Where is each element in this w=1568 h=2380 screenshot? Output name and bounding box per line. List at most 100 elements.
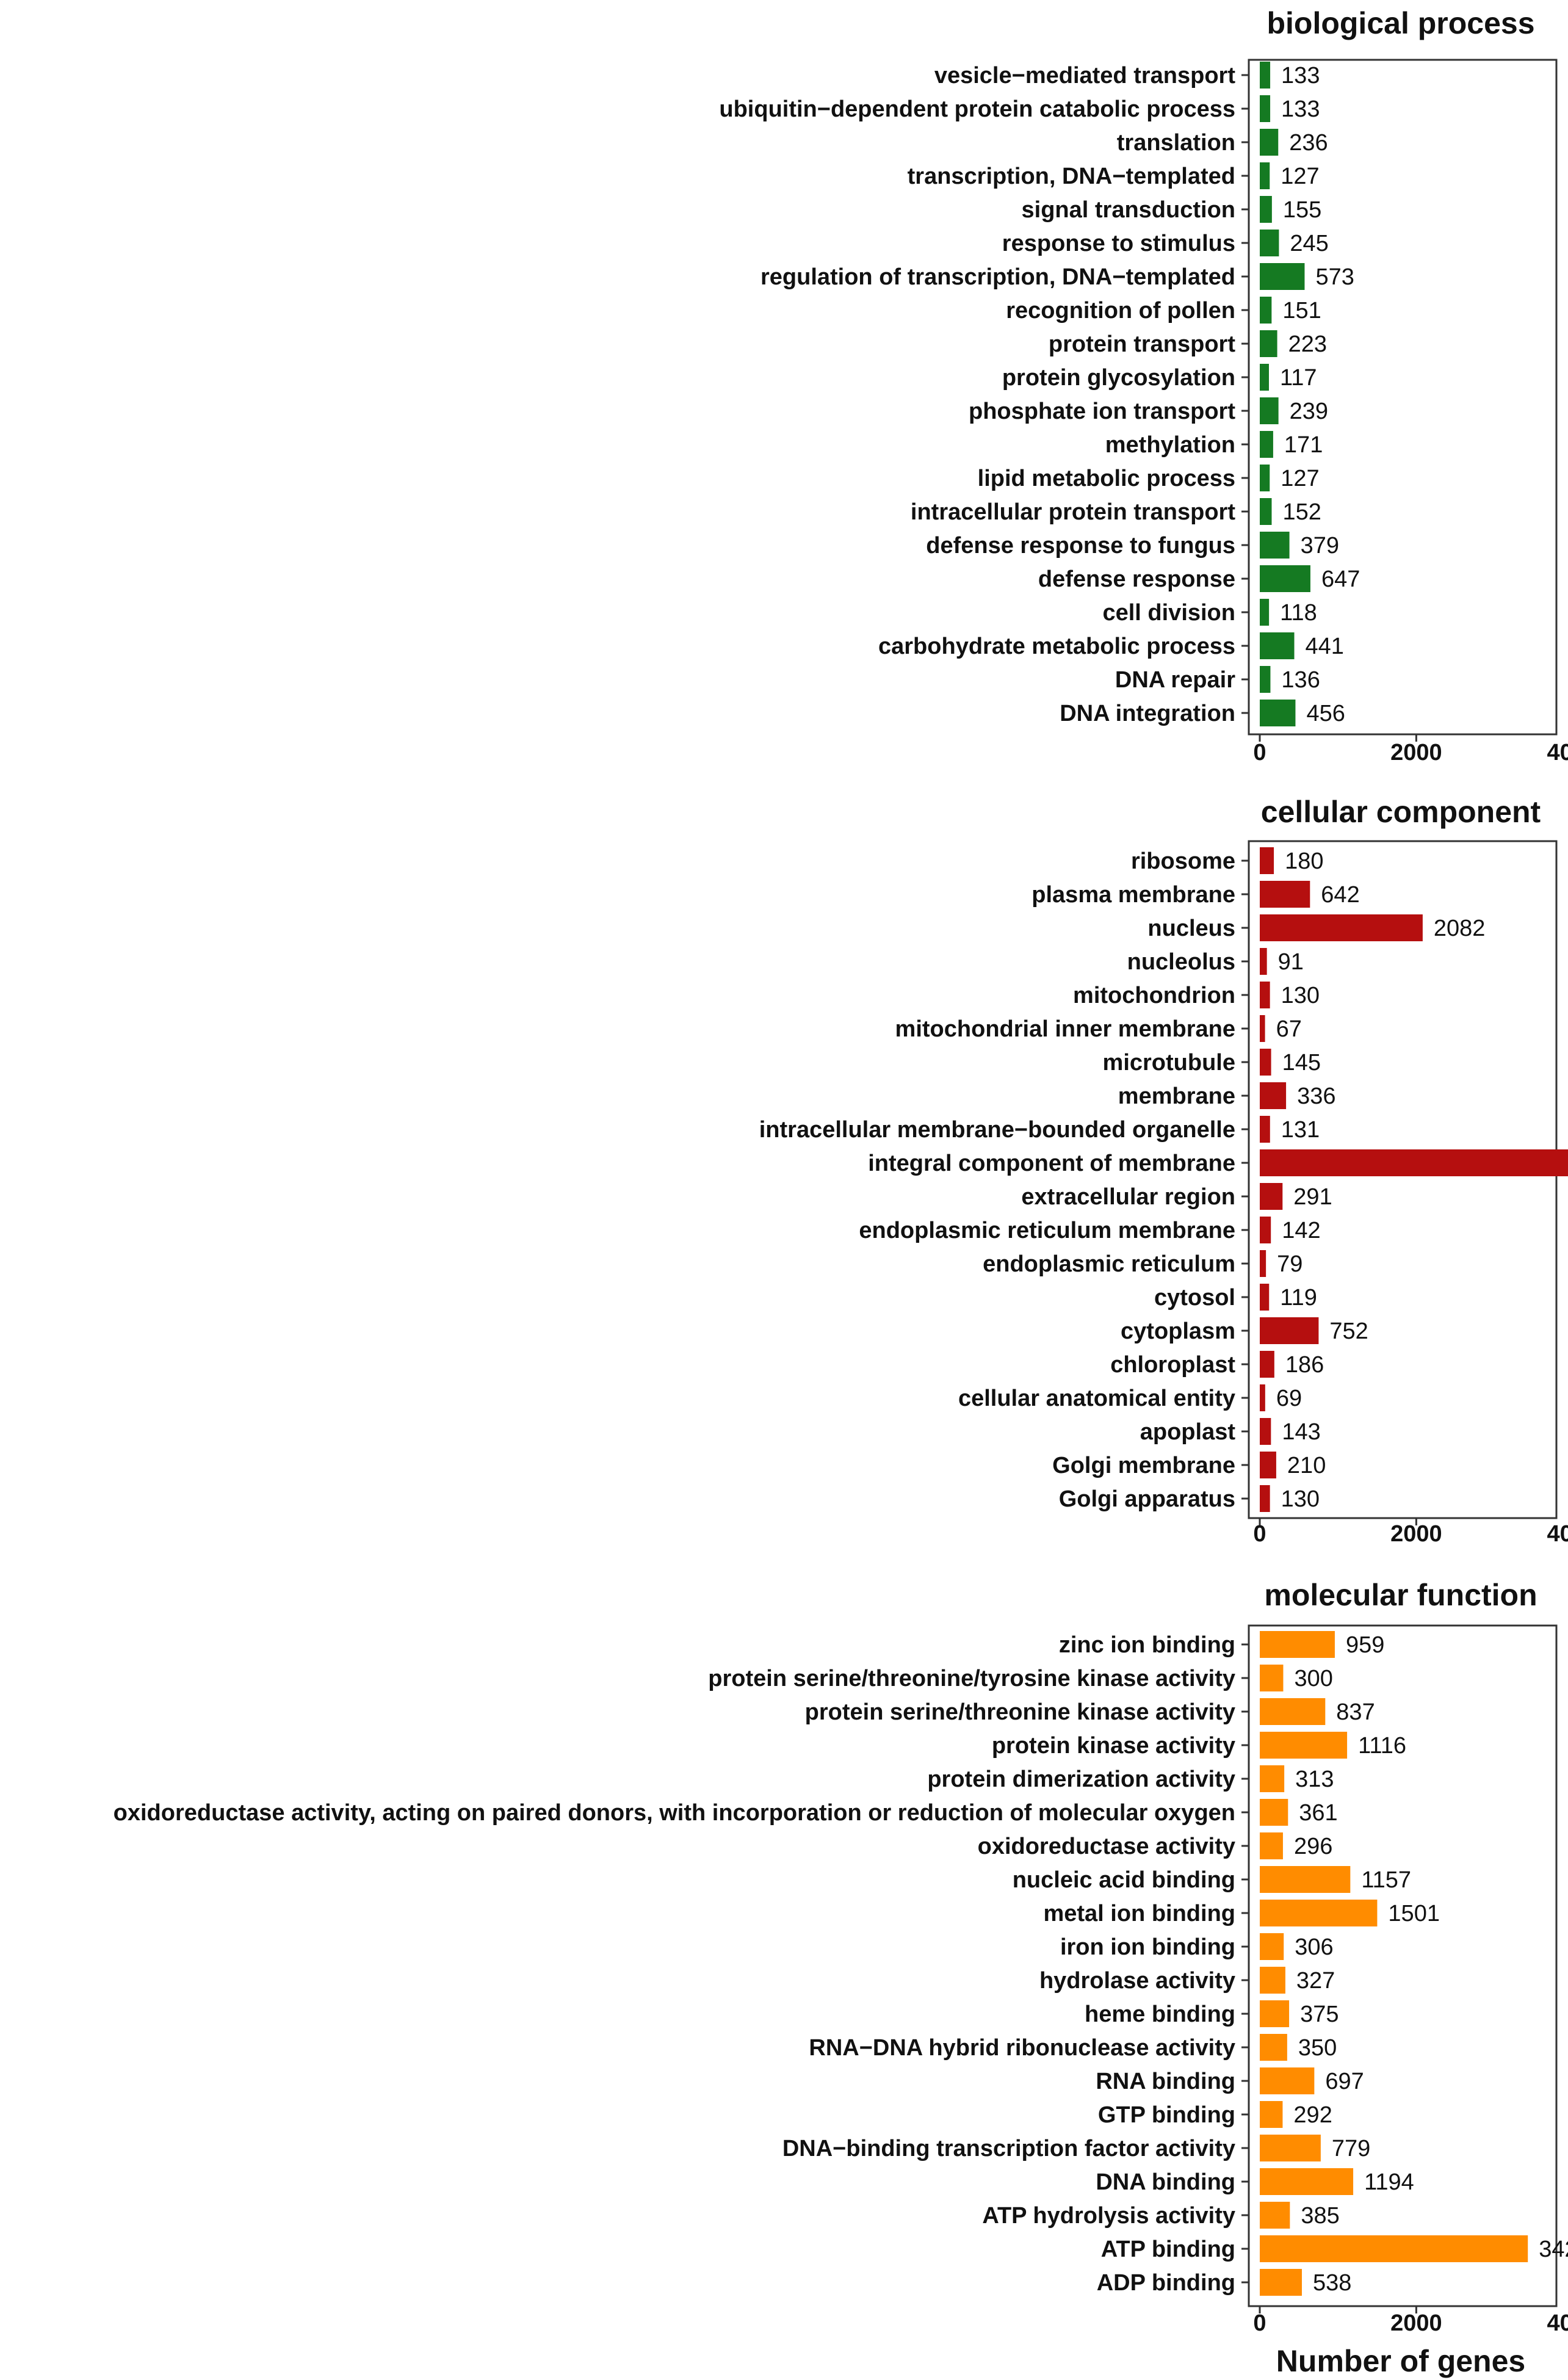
panel3-category-label: protein dimerization activity bbox=[927, 1767, 1235, 1792]
panel1-value-label: 647 bbox=[1321, 566, 1360, 592]
panel3-value-label: 313 bbox=[1295, 1767, 1334, 1792]
panel2-category-label: mitochondrion bbox=[1073, 983, 1235, 1008]
panel2-value-label: 336 bbox=[1297, 1083, 1335, 1109]
panel1-category-label: defense response bbox=[1038, 566, 1235, 592]
panel1-x-tick-label: 2000 bbox=[1390, 740, 1442, 765]
panel3-bar bbox=[1260, 2269, 1302, 2296]
panel3-bar bbox=[1260, 2168, 1354, 2195]
panel2-value-label: 69 bbox=[1276, 1386, 1302, 1411]
panel1-category-label: regulation of transcription, DNA−templat… bbox=[761, 264, 1235, 290]
panel3-bar bbox=[1260, 1732, 1348, 1759]
panel2-category-label: cytosol bbox=[1154, 1285, 1235, 1311]
panel1-value-label: 155 bbox=[1283, 197, 1321, 223]
panel1-plot-frame bbox=[1248, 59, 1558, 736]
panel1-value-label: 441 bbox=[1306, 634, 1344, 659]
panel2-bar bbox=[1260, 847, 1274, 874]
panel3-bar bbox=[1260, 1900, 1378, 1926]
panel2-value-label: 186 bbox=[1285, 1352, 1324, 1378]
panel1-category-label: lipid metabolic process bbox=[978, 466, 1235, 491]
panel2-value-label: 67 bbox=[1276, 1016, 1302, 1042]
panel3-value-label: 361 bbox=[1299, 1800, 1337, 1826]
panel3-bar bbox=[1260, 1866, 1351, 1893]
panel3-value-label: 1194 bbox=[1364, 2169, 1414, 2195]
panel3-value-label: 538 bbox=[1313, 2270, 1351, 2296]
panel3-bar bbox=[1260, 1799, 1288, 1826]
panel2-category-label: intracellular membrane−bounded organelle bbox=[759, 1117, 1235, 1143]
panel2-value-label: 145 bbox=[1282, 1050, 1321, 1076]
panel2-x-tick-label: 4000 bbox=[1547, 1521, 1568, 1547]
panel1-value-label: 245 bbox=[1290, 231, 1328, 256]
panel1-category-label: protein transport bbox=[1049, 331, 1235, 357]
panel1-bar bbox=[1260, 162, 1270, 189]
panel1-bar bbox=[1260, 297, 1272, 324]
panel3-bar bbox=[1260, 2202, 1290, 2229]
panel1-value-label: 151 bbox=[1282, 298, 1321, 324]
panel2-value-label: 79 bbox=[1277, 1251, 1302, 1277]
panel3-plot-frame bbox=[1248, 1624, 1558, 2307]
panel1-value-label: 133 bbox=[1281, 96, 1320, 122]
panel1-bar bbox=[1260, 565, 1310, 592]
panel3-bar bbox=[1260, 1665, 1284, 1691]
panel3-value-label: 837 bbox=[1336, 1699, 1375, 1725]
panel2-category-label: mitochondrial inner membrane bbox=[895, 1016, 1235, 1042]
panel2-category-label: plasma membrane bbox=[1031, 882, 1235, 908]
panel2-bar bbox=[1260, 1317, 1319, 1344]
panel1-value-label: 127 bbox=[1281, 164, 1319, 189]
panel1-category-label: recognition of pollen bbox=[1006, 298, 1235, 324]
panel2-category-label: nucleus bbox=[1147, 916, 1235, 941]
panel3-value-label: 1157 bbox=[1361, 1867, 1411, 1893]
panel1-value-label: 379 bbox=[1301, 533, 1339, 559]
panel2-x-tick-label: 0 bbox=[1253, 1521, 1266, 1547]
panel1-value-label: 239 bbox=[1290, 399, 1328, 424]
panel3-value-label: 385 bbox=[1301, 2203, 1339, 2229]
panel1-category-label: transcription, DNA−templated bbox=[908, 164, 1235, 189]
panel2-bar bbox=[1260, 982, 1270, 1008]
panel2-value-label: 291 bbox=[1293, 1184, 1332, 1210]
panel3-category-label: zinc ion binding bbox=[1059, 1632, 1235, 1658]
panel1-category-label: DNA integration bbox=[1060, 701, 1235, 726]
panel1-category-label: vesicle−mediated transport bbox=[934, 63, 1235, 89]
panel1-bar bbox=[1260, 397, 1279, 424]
panel1-value-label: 133 bbox=[1281, 63, 1320, 89]
panel2-bar bbox=[1260, 1217, 1271, 1243]
panel3-category-label: RNA binding bbox=[1096, 2069, 1235, 2094]
panel1-bar bbox=[1260, 263, 1305, 290]
panel1-value-label: 456 bbox=[1306, 701, 1345, 726]
panel2-bar bbox=[1260, 1149, 1568, 1176]
panel1-category-label: ubiquitin−dependent protein catabolic pr… bbox=[719, 96, 1235, 122]
panel2-value-label: 131 bbox=[1281, 1117, 1320, 1143]
panel2-bar bbox=[1260, 1485, 1270, 1512]
panel3-value-label: 697 bbox=[1325, 2069, 1364, 2094]
panel1-value-label: 152 bbox=[1282, 499, 1321, 525]
panel3-value-label: 306 bbox=[1295, 1934, 1333, 1960]
panel1-category-label: response to stimulus bbox=[1002, 231, 1235, 256]
panel1-value-label: 236 bbox=[1289, 130, 1328, 156]
panel3-title: molecular function bbox=[1264, 1578, 1537, 1612]
panel2-bar bbox=[1260, 1116, 1270, 1143]
panel3-category-label: ATP binding bbox=[1101, 2237, 1235, 2262]
panel2-bar bbox=[1260, 1418, 1271, 1445]
panel3-bar bbox=[1260, 2000, 1290, 2027]
panel1-value-label: 118 bbox=[1280, 600, 1317, 626]
panel3-bar bbox=[1260, 2067, 1315, 2094]
panel2-category-label: apoplast bbox=[1140, 1419, 1236, 1445]
panel2-category-label: endoplasmic reticulum membrane bbox=[859, 1218, 1235, 1243]
panel2-category-label: nucleolus bbox=[1127, 949, 1235, 975]
panel2-value-label: 752 bbox=[1329, 1318, 1368, 1344]
panel3-bar bbox=[1260, 1765, 1285, 1792]
panel2-value-label: 130 bbox=[1281, 983, 1320, 1008]
panel1-category-label: phosphate ion transport bbox=[969, 399, 1235, 424]
panel2-value-label: 130 bbox=[1281, 1486, 1320, 1512]
panel3-bar bbox=[1260, 1967, 1285, 1994]
panel3-bar bbox=[1260, 1933, 1284, 1960]
panel1-bar bbox=[1260, 532, 1290, 559]
panel1-bar bbox=[1260, 431, 1273, 458]
panel2-value-label: 119 bbox=[1280, 1285, 1317, 1311]
panel1-category-label: translation bbox=[1117, 130, 1235, 156]
panel1-category-label: protein glycosylation bbox=[1002, 365, 1235, 391]
panel3-value-label: 300 bbox=[1294, 1666, 1332, 1691]
panel1-bar bbox=[1260, 465, 1270, 491]
panel2-value-label: 210 bbox=[1287, 1453, 1326, 1478]
panel2-category-label: ribosome bbox=[1131, 848, 1235, 874]
